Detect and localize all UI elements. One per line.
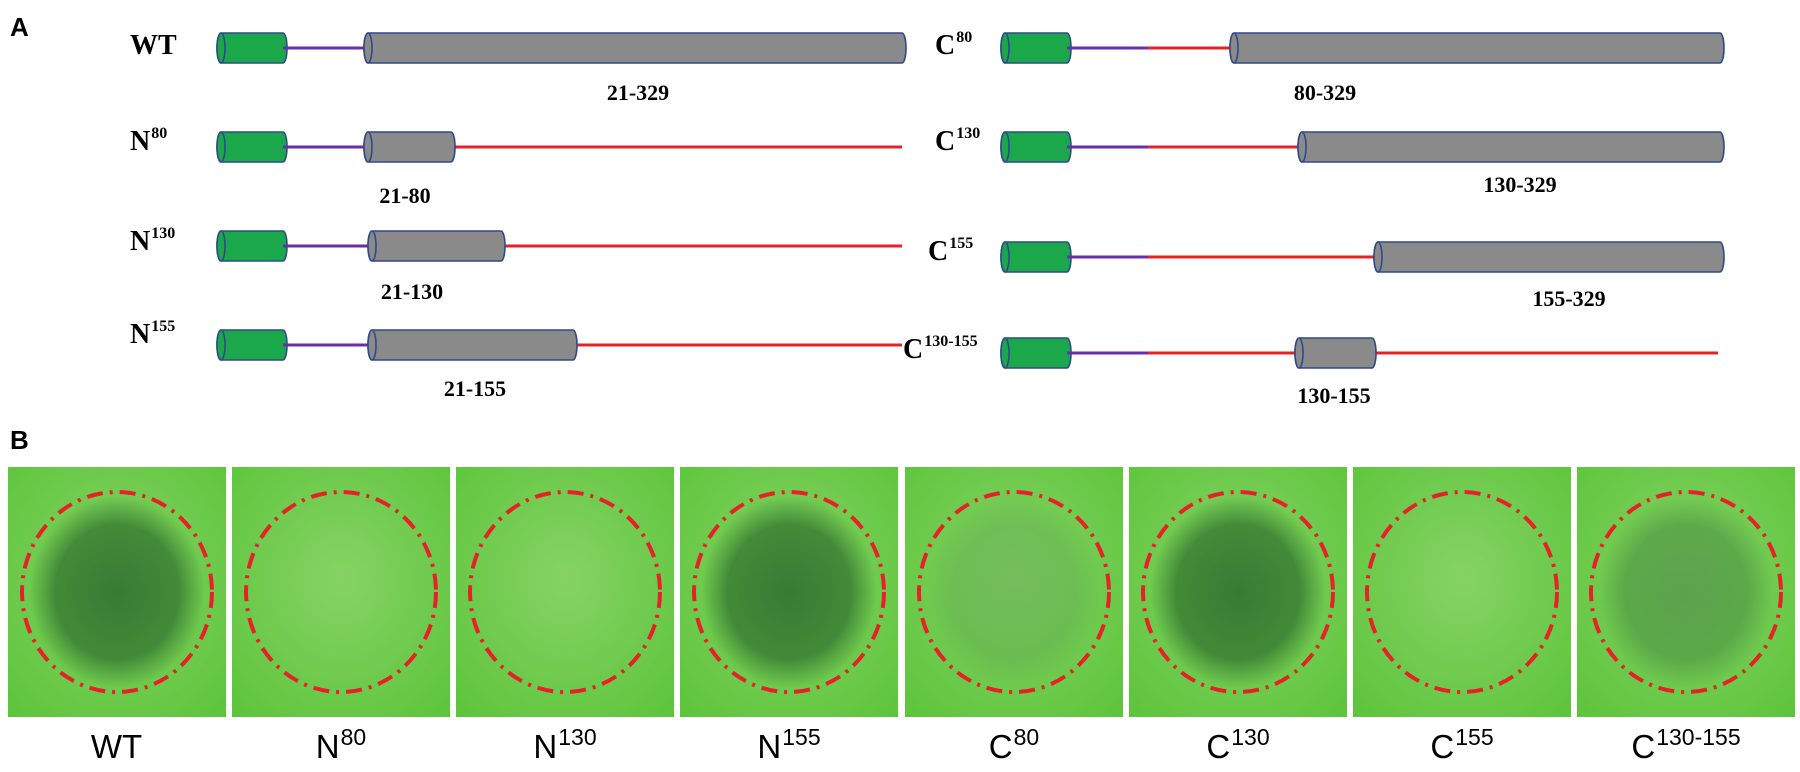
photo-label-c80: C80 — [988, 724, 1040, 765]
infiltration-circle — [20, 490, 214, 694]
panel-label-a: A — [10, 12, 29, 42]
lesion — [701, 496, 877, 688]
infiltration-circle — [244, 490, 438, 694]
photo-label-n155: N155 — [757, 724, 821, 765]
domain-n155-cap — [367, 329, 377, 361]
construct-label-wt: WT — [130, 30, 177, 61]
range-label-n155: 21-155 — [443, 376, 507, 401]
signal-peptide-n130-cap — [216, 230, 226, 262]
signal-peptide-n155-cap — [216, 329, 226, 361]
photo-label-n80: N80 — [315, 724, 367, 765]
infiltration-circle — [692, 490, 886, 694]
domain-n130-cap — [367, 230, 377, 262]
leaf-photo-c155 — [1353, 467, 1571, 717]
domain-c130 — [1297, 131, 1725, 163]
range-label-c130155: 130-155 — [1297, 383, 1371, 408]
domain-c130155-cap — [1294, 337, 1304, 369]
signal-peptide-wt-cap — [216, 32, 226, 64]
signal-peptide-c80-cap — [1000, 32, 1010, 64]
domain-c155-cap — [1373, 241, 1383, 273]
domain-c155 — [1373, 241, 1725, 273]
domain-n155 — [367, 329, 578, 361]
range-label-c80: 80-329 — [1293, 80, 1357, 105]
lesion — [29, 496, 205, 688]
leaf-photo-n130 — [456, 467, 674, 717]
range-label-c155: 155-329 — [1532, 286, 1606, 311]
construct-label-c155: C155 — [928, 235, 974, 267]
signal-peptide-c130-cap — [1000, 131, 1010, 163]
range-label-c130: 130-329 — [1483, 172, 1557, 197]
infiltration-circle — [1365, 490, 1559, 694]
lesion — [477, 496, 653, 688]
infiltration-circle — [917, 490, 1111, 694]
construct-label-n80: N80 — [130, 125, 168, 157]
photo-label-c155: C155 — [1430, 724, 1494, 765]
leaf-photo-c130 — [1129, 467, 1347, 717]
domain-wt — [363, 32, 907, 64]
construct-label-c80: C80 — [935, 29, 973, 61]
signal-peptide-n130 — [216, 230, 288, 262]
construct-diagram — [216, 32, 1725, 369]
lesion — [1150, 496, 1326, 688]
lesion — [253, 496, 429, 688]
signal-peptide-c130155 — [1000, 337, 1072, 369]
domain-wt-cap — [363, 32, 373, 64]
photo-label-c130: C130 — [1206, 724, 1270, 765]
lesion — [1374, 496, 1550, 688]
domain-n130 — [367, 230, 506, 262]
signal-peptide-c130155-cap — [1000, 337, 1010, 369]
leaf-photo-n155 — [680, 467, 898, 717]
leaf-photo-n80 — [232, 467, 450, 717]
signal-peptide-c155-cap — [1000, 241, 1010, 273]
domain-c80 — [1229, 32, 1725, 64]
signal-peptide-c130 — [1000, 131, 1072, 163]
lesion — [926, 496, 1102, 688]
photo-label-c130155: C130-155 — [1631, 724, 1741, 765]
range-label-n130: 21-130 — [380, 279, 444, 304]
domain-c80-cap — [1229, 32, 1239, 64]
signal-peptide-wt — [216, 32, 288, 64]
panel-label-b: B — [10, 425, 29, 455]
photo-label-n130: N130 — [533, 724, 597, 765]
domain-c130-cap — [1297, 131, 1307, 163]
domain-n80 — [363, 131, 456, 163]
construct-label-c130155: C130-155 — [903, 333, 978, 365]
signal-peptide-n155 — [216, 329, 288, 361]
infiltration-circle — [1141, 490, 1335, 694]
leaf-photo-c80 — [905, 467, 1123, 717]
construct-label-n155: N155 — [130, 318, 176, 350]
signal-peptide-n80 — [216, 131, 288, 163]
signal-peptide-c155 — [1000, 241, 1072, 273]
range-label-wt: 21-329 — [606, 80, 670, 105]
domain-n80-cap — [363, 131, 373, 163]
domain-c130155 — [1294, 337, 1377, 369]
infiltration-circle — [1589, 490, 1783, 694]
infiltration-circle — [468, 490, 662, 694]
signal-peptide-c80 — [1000, 32, 1072, 64]
signal-peptide-n80-cap — [216, 131, 226, 163]
construct-label-c130: C130 — [935, 125, 981, 157]
lesion — [1598, 496, 1774, 688]
range-label-n80: 21-80 — [379, 183, 431, 208]
construct-label-n130: N130 — [130, 225, 176, 257]
photo-label-wt: WT — [90, 728, 143, 765]
leaf-photo-wt — [8, 467, 226, 717]
leaf-photo-c130155 — [1577, 467, 1795, 717]
